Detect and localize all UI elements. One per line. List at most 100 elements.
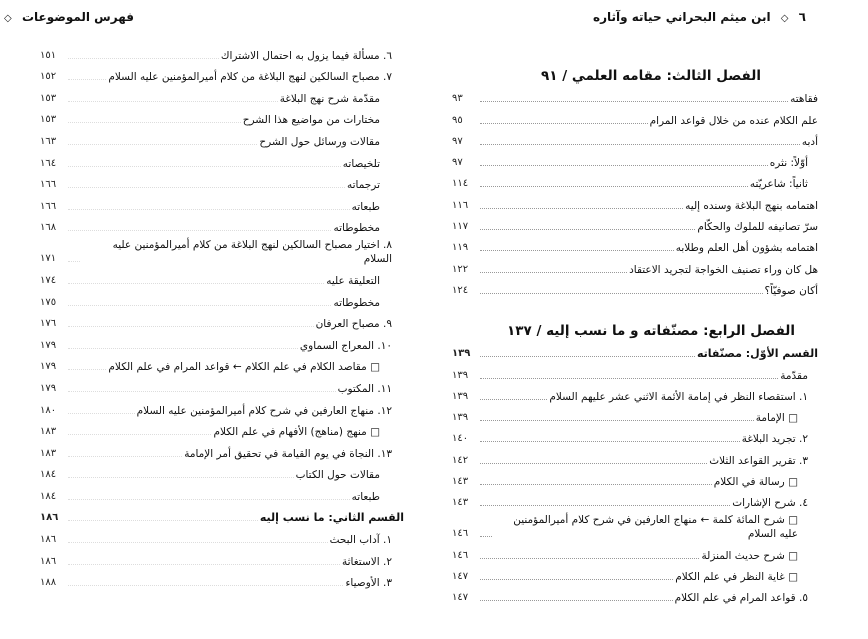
dot-leader: [480, 271, 628, 273]
entry-title: ٣. الأوصياء: [345, 577, 392, 590]
entry-title: طبعاته: [351, 490, 380, 503]
toc-entry[interactable]: أكان صوفيّاً؟ ١٢٤: [452, 280, 818, 301]
entry-page-number: ١٦٦: [40, 179, 57, 191]
toc-entry[interactable]: مختارات من مواضيع هذا الشرح ١٥٣: [40, 109, 380, 131]
entry-page-number: ٩٧: [452, 135, 463, 147]
entry-page-number: ١٦٣: [40, 135, 57, 147]
entry-page-number: ١٨٦: [40, 534, 57, 546]
toc-entry[interactable]: ١. استقصاء النظر في إمامة الأئمة الاثني …: [452, 386, 808, 407]
dot-leader: [480, 484, 712, 486]
running-header-right: ٦ ◇ ابن ميثم البحراني حياته وآثاره: [593, 10, 806, 24]
entry-page-number: ١٦٨: [40, 222, 57, 234]
entry-title: تلخيصاته: [342, 157, 380, 170]
toc-entry[interactable]: القسم الأوّل: مصنّفاته ١٣٩: [452, 343, 818, 364]
entry-title: اهتمامه بنهج البلاغة وسنده إليه: [685, 199, 818, 212]
toc-entry[interactable]: أدبه ٩٧: [452, 131, 818, 152]
toc-entry[interactable]: أوّلاً: نثره ٩٧: [452, 152, 808, 173]
toc-entry[interactable]: مخطوطاته ١٧٥: [40, 291, 380, 313]
toc-entry[interactable]: ٥. قواعد المرام في علم الكلام ١٤٧: [452, 587, 808, 608]
entry-page-number: ١٤٦: [452, 528, 469, 540]
toc-entry[interactable]: مقدّمة ١٣٩: [452, 364, 808, 385]
toc-entry[interactable]: ١٣. النجاة في يوم القيامة في تحقيق أمر ا…: [40, 442, 392, 464]
toc-entry[interactable]: التعليقة عليه ١٧٤: [40, 269, 380, 291]
toc-entry[interactable]: مقدّمة شرح نهج البلاغة ١٥٣: [40, 87, 380, 109]
entry-page-number: ٩٥: [452, 114, 463, 126]
entry-page-number: ١٧٩: [40, 382, 57, 394]
toc-entry[interactable]: ٢. تجريد البلاغة ١٤٠: [452, 428, 808, 449]
dot-leader: [68, 208, 350, 210]
entry-page-number: ١٣٩: [452, 369, 469, 381]
entry-title: ترجماته: [346, 179, 380, 192]
toc-entry[interactable]: ١٢. منهاج العارفين في شرح كلام أميرالمؤم…: [40, 399, 392, 421]
toc-entry[interactable]: مقالات حول الكتاب ١٨٤: [40, 464, 380, 486]
toc-entry[interactable]: ٢. الاستغاثة ١٨٦: [40, 550, 392, 572]
toc-entry[interactable]: ٨. اختيار مصباح السالكين لنهج البلاغة من…: [40, 238, 392, 269]
dot-leader: [480, 505, 731, 507]
toc-entry[interactable]: ٩. مصباح العرفان ١٧٦: [40, 313, 392, 335]
entry-title: ١. آداب البحث: [329, 534, 392, 547]
toc-entry[interactable]: □ منهج (مناهج) الأفهام في علم الكلام ١٨٣: [40, 421, 380, 443]
dot-leader: [68, 304, 332, 306]
entry-title: مقدّمة شرح نهج البلاغة: [279, 92, 380, 105]
dot-leader: [480, 377, 779, 379]
entry-title: □ شرح حديث المنزلة: [701, 549, 798, 562]
toc-entry[interactable]: ٧. مصباح السالكين لنهج البلاغة من كلام أ…: [40, 66, 392, 88]
toc-entry[interactable]: سرّ تصانيفه للملوك والحكّام ١١٧: [452, 216, 818, 237]
toc-entry[interactable]: ٤. شرح الإشارات ١٤٣: [452, 492, 808, 513]
dot-leader: [480, 186, 748, 188]
running-header-left: فهرس الموضوعات ◇ ٧: [0, 10, 134, 24]
entry-title: ٦. مسألة فيما يزول به احتمال الاشتراك: [220, 49, 392, 62]
toc-entry[interactable]: □ الإمامة ١٣٩: [452, 407, 798, 428]
entry-page-number: ١١٩: [452, 242, 469, 254]
toc-entry[interactable]: هل كان وراء تصنيف الخواجة لتجريد الاعتقا…: [452, 258, 818, 279]
entry-page-number: ١٥١: [40, 49, 57, 61]
toc-entry[interactable]: ترجماته ١٦٦: [40, 174, 380, 196]
toc-entry[interactable]: اهتمامه بنهج البلاغة وسنده إليه ١١٦: [452, 194, 818, 215]
toc-entry[interactable]: ١١. المكتوب ١٧٩: [40, 377, 392, 399]
dot-leader: [68, 57, 219, 59]
dot-leader: [480, 250, 674, 252]
toc-entry[interactable]: مقالات ورسائل حول الشرح ١٦٣: [40, 130, 380, 152]
entry-title: ١٣. النجاة في يوم القيامة في تحقيق أمر ا…: [184, 447, 392, 460]
entry-page-number: ١٧٦: [40, 318, 57, 330]
entry-page-number: ١٨٣: [40, 447, 57, 459]
dot-leader: [68, 563, 340, 565]
dot-leader: [480, 441, 740, 443]
entry-page-number: ١٨٤: [40, 490, 57, 502]
toc-entry[interactable]: □ شرح حديث المنزلة ١٤٦: [452, 544, 798, 565]
dot-leader: [68, 455, 183, 457]
dot-leader: [68, 143, 258, 145]
toc-entry[interactable]: ٦. مسألة فيما يزول به احتمال الاشتراك ١٥١: [40, 44, 392, 66]
toc-entry[interactable]: ثانياً: شاعريّته ١١٤: [452, 173, 808, 194]
dot-leader: [480, 165, 768, 167]
entry-title: ثانياً: شاعريّته: [749, 178, 808, 191]
entry-title: مختارات من مواضيع هذا الشرح: [242, 114, 380, 127]
toc-entry[interactable]: طبعاته ١٨٤: [40, 485, 380, 507]
toc-entry[interactable]: القسم الثاني: ما نسب إليه ١٨٦: [40, 507, 404, 529]
toc-entry[interactable]: ١٠. المعراج السماوي ١٧٩: [40, 334, 392, 356]
toc-entry[interactable]: ٣. الأوصياء ١٨٨: [40, 572, 392, 594]
entry-page-number: ١٥٣: [40, 114, 57, 126]
entry-page-number: ١١٤: [452, 178, 469, 190]
toc-entry[interactable]: □ شرح المائة كلمة ← منهاج العارفين في شر…: [452, 513, 798, 544]
toc-entry[interactable]: ٣. تقرير القواعد الثلاث ١٤٢: [452, 449, 808, 470]
entry-title: القسم الثاني: ما نسب إليه: [259, 511, 404, 525]
dot-leader: [480, 536, 492, 538]
toc-entry[interactable]: طبعاته ١٦٦: [40, 195, 380, 217]
toc-entry[interactable]: تلخيصاته ١٦٤: [40, 152, 380, 174]
entry-title: علم الكلام عنده من خلال قواعد المرام: [649, 114, 818, 127]
dot-leader: [480, 398, 548, 400]
toc-entry[interactable]: اهتمامه بشؤون أهل العلم وطلابه ١١٩: [452, 237, 818, 258]
toc-entry[interactable]: □ رسالة في الكلام ١٤٣: [452, 471, 798, 492]
entry-page-number: ١٨٣: [40, 426, 57, 438]
toc-entry[interactable]: مخطوطاته ١٦٨: [40, 217, 380, 239]
toc-entry[interactable]: فقاهته ٩٣: [452, 88, 818, 109]
dot-leader: [480, 557, 700, 559]
toc-entry[interactable]: □ غاية النظر في علم الكلام ١٤٧: [452, 566, 798, 587]
toc-entry[interactable]: علم الكلام عنده من خلال قواعد المرام ٩٥: [452, 109, 818, 130]
entry-page-number: ١٤٧: [452, 570, 469, 582]
toc-entry[interactable]: ١. آداب البحث ١٨٦: [40, 528, 392, 550]
entry-title: مخطوطاته: [333, 296, 380, 309]
toc-entry[interactable]: □ مقاصد الكلام في علم الكلام ← قواعد الم…: [40, 356, 380, 378]
entry-title: أكان صوفيّاً؟: [764, 284, 818, 297]
